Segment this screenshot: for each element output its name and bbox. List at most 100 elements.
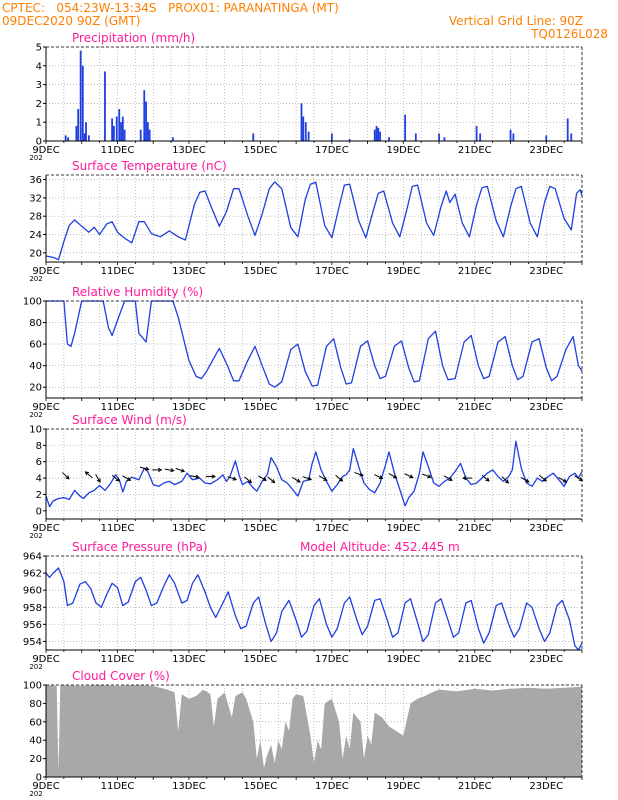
wind-arrow [404, 473, 414, 479]
wind-arrow [443, 475, 453, 481]
x-tick-label: 9DEC [32, 781, 59, 792]
x-tick-label: 21DEC [458, 523, 492, 534]
wind-arrow [374, 474, 384, 480]
precip-bar [479, 133, 482, 141]
wind-arrow-shaft [62, 472, 70, 480]
model-altitude-label: Model Altitude: 452.445 m [300, 540, 460, 554]
y-tick-label: 6 [36, 457, 42, 468]
wind-arrow-head [359, 472, 364, 477]
wind-arrow-shaft [538, 474, 547, 482]
header-grid-line: Vertical Grid Line: 90Z [448, 14, 583, 28]
y-tick-label: 20 [29, 248, 42, 259]
x-tick-label: 17DEC [315, 402, 349, 413]
wind-arrow [574, 475, 584, 481]
precip-bar [300, 103, 303, 141]
wind-arrow-shaft [335, 474, 343, 482]
x-tick-label: 21DEC [458, 266, 492, 277]
y-tick-label: 40 [29, 361, 42, 372]
precip-bar [438, 133, 440, 141]
y-tick-label: 80 [29, 699, 42, 710]
wind-arrow [267, 476, 276, 484]
wind-arrow [354, 471, 364, 477]
x-tick-label: 23DEC [529, 523, 563, 534]
wind-arrow [95, 473, 101, 483]
series-line [45, 440, 583, 508]
wind-arrow-head [485, 477, 490, 482]
wind-arrow-head [338, 477, 344, 482]
x-tick-label: 21DEC [458, 781, 492, 792]
wind-arrow-head [378, 475, 384, 480]
wind-arrow [244, 476, 253, 484]
x-tick-label: 21DEC [458, 145, 492, 156]
precip-bar [570, 133, 573, 141]
precip-bar [443, 137, 446, 141]
x-tick-label: 15DEC [244, 402, 278, 413]
precip-bar [83, 133, 86, 141]
x-tick-label: 9DEC [32, 402, 59, 413]
precip-bar [330, 133, 333, 141]
wind-arrow-head [247, 479, 253, 484]
wind-arrow-shaft [85, 471, 93, 479]
series-line [46, 300, 583, 388]
wind-arrow-shaft [443, 475, 453, 481]
precip-bar [111, 118, 114, 141]
x-tick-label: 9DEC [32, 145, 59, 156]
x-year-label: 202 [29, 275, 42, 283]
x-tick-label: 15DEC [244, 266, 278, 277]
wind-arrow-shaft [244, 476, 252, 484]
precip-bar [545, 135, 548, 141]
y-tick-label: 24 [29, 230, 42, 241]
wind-arrow-shaft [558, 477, 567, 483]
x-tick-label: 21DEC [458, 402, 492, 413]
wind-arrow-head [392, 474, 398, 479]
x-tick-label: 17DEC [315, 781, 349, 792]
wind-arrow [302, 476, 313, 481]
y-tick-label: 60 [29, 717, 42, 728]
wind-arrow [122, 475, 132, 481]
y-tick-label: 80 [29, 318, 42, 329]
wind-arrow-shaft [258, 475, 267, 481]
panel-title: Cloud Cover (%) [72, 669, 170, 683]
header-location: CPTEC: 054:23W-13:34S PROX01: PARANATING… [2, 1, 339, 15]
series-line [45, 181, 583, 261]
wind-arrow [205, 474, 216, 479]
y-tick-label: 28 [29, 212, 42, 223]
x-tick-label: 13DEC [172, 523, 206, 534]
x-tick-label: 23DEC [529, 654, 563, 665]
wind-arrow [558, 477, 568, 483]
wind-arrow-shaft [122, 475, 131, 481]
precip-bar [120, 122, 122, 141]
x-tick-label: 11DEC [101, 654, 135, 665]
wind-arrow-head [562, 478, 568, 483]
wind-arrow-head [296, 478, 301, 483]
wind-arrow-head [525, 478, 530, 483]
wind-arrow-head [323, 477, 328, 481]
x-tick-label: 23DEC [529, 402, 563, 413]
precip-bar [375, 125, 378, 141]
wind-arrow [62, 472, 70, 480]
wind-arrow [258, 475, 267, 481]
precip-bar [379, 131, 382, 141]
precip-bar [475, 125, 478, 141]
panel-5: 954 956 958 960 962 964 9DEC 11DEC 13DEC 15DEC 17D… [23, 540, 583, 671]
wind-arrow [139, 466, 150, 471]
y-tick-label: 958 [23, 603, 42, 614]
x-tick-label: 19DEC [386, 781, 420, 792]
y-tick-label: 962 [23, 569, 42, 580]
wind-arrow-shaft [481, 474, 490, 482]
panel-4: 0 2 4 6 8 10 9DEC 11DEC 13DEC 15DEC 17DEC 19DEC 21DE… [29, 413, 584, 540]
precip-bar [302, 116, 305, 141]
wind-arrow-head [271, 479, 276, 484]
precip-bar [348, 139, 351, 141]
precip-bar [67, 137, 70, 141]
wind-arrow-shaft [520, 477, 529, 483]
precip-bar [146, 122, 149, 141]
y-tick-label: 40 [29, 736, 42, 747]
precip-bar [509, 129, 512, 141]
wind-arrow-head [427, 474, 432, 479]
wind-arrow-head [409, 474, 414, 479]
wind-arrow [481, 474, 490, 482]
wind-arrow-head [195, 474, 200, 479]
precip-bar [79, 50, 82, 142]
precip-bar [115, 116, 118, 141]
